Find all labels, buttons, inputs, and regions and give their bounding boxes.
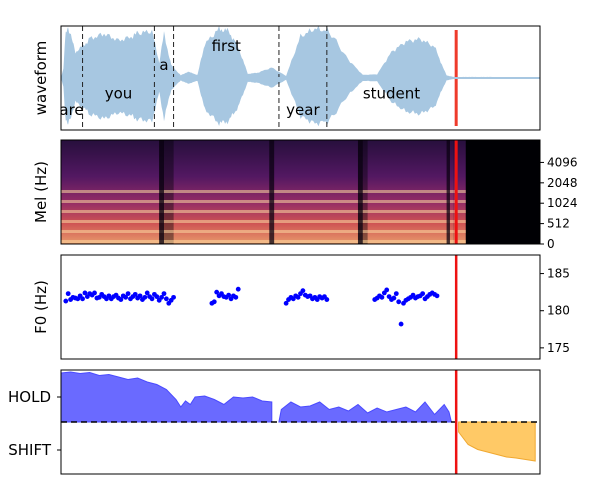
f0-point: [300, 288, 306, 294]
f0-point: [324, 297, 330, 302]
f0-point: [214, 289, 220, 295]
mel-harmonics: [367, 186, 454, 244]
f0-panel: 175 180 185 F0 (Hz): [32, 254, 570, 360]
f0-point: [80, 296, 85, 302]
f0-point: [132, 291, 138, 297]
f0-point: [295, 294, 301, 300]
f0-point: [384, 287, 390, 293]
f0-ytick-label: 175: [547, 341, 570, 355]
mel-harmonics: [453, 186, 466, 244]
waveform-ylabel: waveform: [32, 41, 50, 116]
f0-point: [283, 300, 289, 306]
f0-point: [65, 291, 71, 297]
f0-point: [118, 297, 124, 302]
mel-frame: [60, 139, 541, 245]
f0-point: [434, 293, 440, 299]
word-label: are: [59, 101, 83, 119]
f0-point: [149, 296, 155, 302]
mel-panel: 0 512 1024 2048 4096 Mel (Hz): [32, 139, 578, 251]
f0-point: [226, 292, 232, 298]
mel-gap: [357, 140, 363, 244]
mel-ytick-label: 512: [547, 217, 570, 231]
mel-ytick-label: 4096: [547, 155, 578, 169]
word-label: first: [212, 37, 241, 55]
word-label: year: [286, 101, 320, 119]
shift-area: [458, 421, 536, 462]
mel-harmonics: [61, 186, 160, 244]
f0-frame: [60, 254, 541, 360]
tt-ytick-label: SHIFT: [8, 441, 52, 459]
f0-point: [137, 293, 143, 299]
word-label: you: [105, 85, 133, 103]
hold-area: [61, 371, 273, 423]
f0-point: [233, 294, 239, 300]
mel-gap: [446, 140, 450, 244]
f0-point: [125, 291, 131, 297]
f0-point: [171, 294, 176, 300]
f0-point: [92, 290, 97, 296]
mel-ytick-label: 0: [547, 237, 555, 251]
f0-point: [142, 294, 148, 300]
f0-point: [163, 296, 169, 302]
f0-point: [82, 290, 88, 296]
f0-point: [123, 294, 129, 300]
f0-point: [159, 294, 164, 300]
mel-ylabel: Mel (Hz): [32, 161, 50, 223]
f0-point: [144, 290, 150, 296]
f0-ylabel: F0 (Hz): [32, 280, 50, 334]
mel-ytick-label: 1024: [547, 196, 578, 210]
f0-ytick-label: 180: [547, 304, 570, 318]
f0-ytick-label: 185: [547, 267, 570, 281]
mel-gap: [159, 140, 164, 244]
f0-point: [391, 295, 397, 301]
f0-point: [235, 286, 241, 292]
turn-taking-frame: [60, 369, 541, 475]
mel-harmonics: [269, 186, 358, 244]
f0-point: [154, 294, 160, 299]
waveform-frame: [60, 25, 541, 131]
turn-taking-panel: HOLD SHIFT: [8, 369, 541, 475]
mel-harmonics: [173, 186, 270, 244]
f0-point: [161, 291, 167, 297]
word-label: student: [363, 85, 420, 103]
f0-point: [393, 291, 399, 297]
mel-gap: [269, 140, 275, 244]
tt-ytick-label: HOLD: [8, 388, 51, 406]
f0-point: [398, 321, 404, 327]
f0-point: [63, 298, 69, 304]
hold-area: [278, 401, 453, 423]
waveform-panel: are you a first year student waveform: [32, 25, 541, 131]
waveform-envelope: [61, 26, 540, 127]
f0-point: [396, 299, 402, 305]
f0-point: [420, 291, 426, 297]
word-label: a: [159, 56, 168, 74]
mel-ytick-label: 2048: [547, 176, 578, 190]
f0-point: [379, 294, 385, 300]
f0-point: [211, 299, 217, 305]
